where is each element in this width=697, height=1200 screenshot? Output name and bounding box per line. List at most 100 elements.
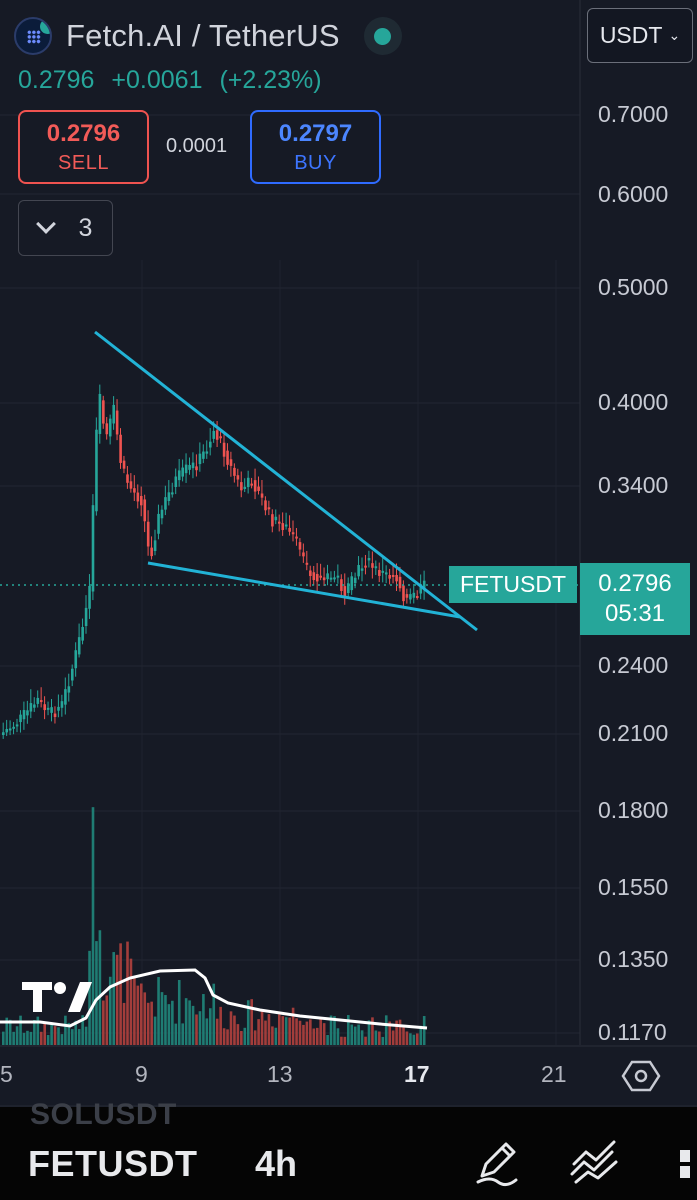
chart-canvas[interactable] bbox=[0, 0, 697, 1105]
wedge-lower-trendline bbox=[147, 561, 461, 619]
indicators-toggle-button[interactable]: 3 bbox=[18, 200, 113, 256]
volume-bar bbox=[191, 1005, 195, 1045]
candle-body bbox=[122, 460, 126, 469]
volume-bar bbox=[215, 1018, 219, 1045]
candle-body bbox=[81, 626, 84, 641]
candle-body bbox=[15, 724, 19, 727]
chart-area[interactable]: Fetch.AI / TetherUS USDT ⌄ 0.2796 +0.006… bbox=[0, 0, 697, 1105]
candle-body bbox=[340, 579, 343, 591]
volume-bar bbox=[364, 1036, 367, 1045]
candle-body bbox=[2, 732, 5, 735]
candle-body bbox=[39, 700, 43, 703]
more-icon[interactable] bbox=[676, 1136, 697, 1188]
sell-button[interactable]: 0.2796 SELL bbox=[18, 110, 149, 184]
volume-bar bbox=[343, 1036, 347, 1045]
wedge-upper-trendline bbox=[94, 330, 478, 632]
candle-body bbox=[412, 592, 416, 598]
candle-body bbox=[312, 572, 316, 581]
volume-bar bbox=[267, 1014, 271, 1045]
candle-body bbox=[278, 521, 281, 524]
tradingview-logo[interactable] bbox=[22, 978, 94, 1016]
currency-select[interactable]: USDT ⌄ bbox=[587, 8, 693, 63]
candle-body bbox=[29, 703, 33, 712]
pencil-icon[interactable] bbox=[470, 1136, 522, 1188]
volume-bar bbox=[278, 1014, 281, 1045]
volume-bar bbox=[53, 1026, 57, 1045]
volume-bar bbox=[340, 1036, 343, 1045]
volume-bar bbox=[122, 1002, 126, 1045]
volume-bar bbox=[388, 1021, 391, 1045]
price-axis-label: 0.1170 bbox=[598, 1019, 667, 1045]
volume-bar bbox=[126, 941, 129, 1045]
candle-body bbox=[395, 575, 398, 582]
candle-body bbox=[102, 400, 105, 424]
price-axis-label: 0.3400 bbox=[598, 472, 669, 498]
volume-bar bbox=[22, 1032, 26, 1045]
price-axis-label: 0.5000 bbox=[598, 274, 669, 300]
price-change-row: 0.2796 +0.0061 (+2.23%) bbox=[18, 66, 332, 95]
candle-body bbox=[333, 577, 336, 580]
candle-body bbox=[388, 575, 391, 579]
volume-bar bbox=[347, 1015, 350, 1045]
symbol-price-tag: FETUSDT bbox=[449, 566, 577, 603]
candle-body bbox=[129, 481, 133, 489]
candle-body bbox=[281, 523, 285, 531]
candle-body bbox=[143, 499, 147, 522]
candle-body bbox=[367, 558, 371, 561]
volume-bar bbox=[195, 1014, 198, 1045]
price-axis-label: 0.1800 bbox=[598, 797, 669, 823]
candle-body bbox=[153, 540, 157, 551]
candle-body bbox=[171, 492, 174, 495]
volume-bar bbox=[233, 1015, 236, 1045]
volume-bar bbox=[57, 1027, 60, 1045]
candle-body bbox=[291, 532, 295, 535]
candlesticks bbox=[2, 384, 426, 739]
candle-body bbox=[360, 568, 364, 571]
volume-bar bbox=[374, 1030, 378, 1045]
volume-bar bbox=[315, 1027, 319, 1045]
market-open-status-icon[interactable] bbox=[363, 17, 402, 55]
volume-bar bbox=[98, 930, 102, 1045]
volume-bar bbox=[416, 1033, 419, 1045]
volume-bar bbox=[274, 1027, 278, 1045]
price-axis-label: 0.1550 bbox=[598, 874, 669, 900]
volume-bar bbox=[271, 1026, 274, 1045]
volume-bar bbox=[309, 1019, 312, 1045]
change-percent: (+2.23%) bbox=[219, 66, 322, 94]
spread-value: 0.0001 bbox=[166, 135, 228, 157]
symbol-selector[interactable]: FETUSDT bbox=[28, 1143, 198, 1184]
volume-bar bbox=[409, 1033, 412, 1045]
candle-body bbox=[422, 580, 426, 591]
candle-body bbox=[326, 573, 329, 580]
exchange-badge-icon bbox=[40, 19, 50, 34]
volume-bar bbox=[74, 1020, 78, 1045]
line-tool-icon[interactable] bbox=[568, 1136, 620, 1188]
buy-button[interactable]: 0.2797 BUY bbox=[250, 110, 381, 184]
candle-body bbox=[284, 524, 288, 527]
volume-bar bbox=[291, 1007, 295, 1045]
interval-selector[interactable]: 4h bbox=[255, 1143, 298, 1184]
volume-bar bbox=[91, 807, 95, 1045]
candle-body bbox=[136, 492, 140, 502]
sell-price: 0.2796 bbox=[46, 119, 121, 147]
volume-bar bbox=[412, 1034, 416, 1045]
symbol-header[interactable]: Fetch.AI / TetherUS bbox=[14, 14, 402, 58]
time-axis-label: 5 bbox=[0, 1061, 13, 1087]
chart-settings-icon[interactable] bbox=[621, 1058, 661, 1094]
candle-body bbox=[229, 459, 233, 466]
volume-bar bbox=[281, 1016, 285, 1045]
time-axis-label: 21 bbox=[541, 1061, 567, 1087]
volume-bar bbox=[102, 1000, 105, 1045]
candle-body bbox=[253, 480, 257, 492]
candle-body bbox=[416, 596, 419, 598]
volume-bar bbox=[246, 1000, 250, 1045]
candle-body bbox=[33, 704, 36, 708]
candle-body bbox=[315, 573, 319, 582]
volume-bar bbox=[219, 1006, 222, 1045]
chevron-down-icon bbox=[35, 214, 56, 234]
candle-body bbox=[140, 496, 143, 506]
candle-body bbox=[150, 547, 153, 557]
volume-bar bbox=[350, 1024, 354, 1045]
volume-bar bbox=[29, 1031, 33, 1045]
candle-body bbox=[157, 513, 160, 534]
